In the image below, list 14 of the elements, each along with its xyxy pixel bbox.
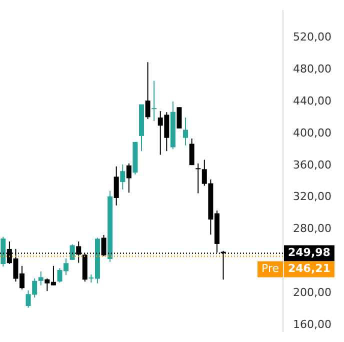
y-tick-label: 520,00: [293, 30, 332, 44]
y-tick-label: 200,00: [293, 286, 332, 299]
legend-label: 246,21: [288, 262, 330, 276]
y-tick-label: 280,00: [293, 222, 332, 236]
candlestick: [152, 80, 157, 121]
y-tick-label: 400,00: [293, 126, 332, 140]
y-tick-label: 480,00: [293, 62, 332, 76]
y-tick-label: 160,00: [293, 318, 332, 331]
candlestick: [196, 163, 201, 194]
annotation: Pre: [262, 262, 280, 276]
y-tick-label: 440,00: [293, 94, 332, 108]
y-tick-label: 320,00: [293, 190, 332, 204]
ref-line-label: 249,98: [288, 246, 330, 260]
y-tick-label: 360,00: [293, 158, 332, 172]
